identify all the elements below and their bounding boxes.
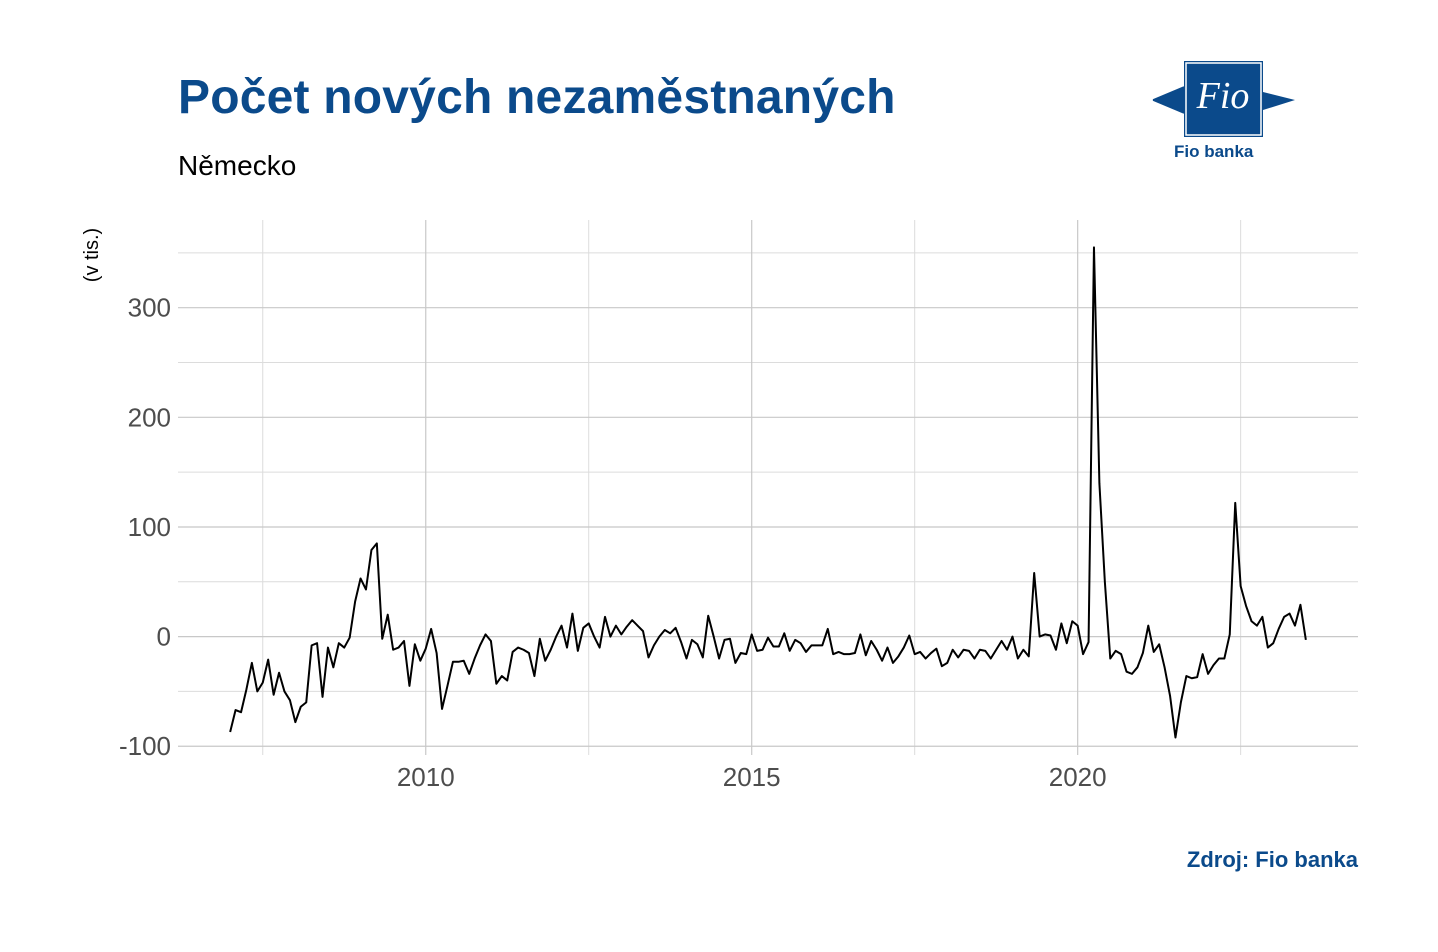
y-tick-label: -100 [119,731,171,761]
x-tick-labels: 2010 2015 2020 [397,762,1107,792]
x-tick-label: 2020 [1049,762,1107,792]
y-axis-label: (v tis.) [81,228,103,282]
y-tick-label: 300 [128,293,171,323]
x-tick-label: 2010 [397,762,455,792]
x-tick-label: 2015 [723,762,781,792]
series-line [229,246,1307,739]
y-tick-label: 100 [128,512,171,542]
logo-mark-text: Fio [1196,75,1250,117]
grid-major [178,220,1358,755]
grid-minor [178,220,1358,755]
source-note: Zdroj: Fio banka [1186,847,1358,872]
y-tick-label: 0 [157,622,171,652]
y-tick-label: 200 [128,402,171,432]
logo-name: Fio banka [1174,142,1254,161]
chart-title: Počet nových nezaměstnaných [178,71,896,124]
fio-flag-logo-icon: Fio [1152,61,1295,137]
y-tick-labels: -100 0 100 200 300 [119,293,171,762]
chart-subtitle: Německo [178,150,297,181]
